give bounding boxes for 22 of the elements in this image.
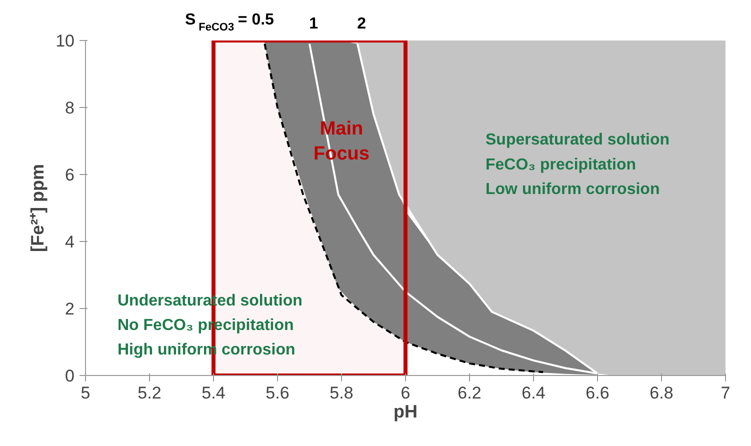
annotation: Supersaturated solution FeCO₃ precipitation Low uniform corrosion [486,132,670,198]
x-tick-label: 5.4 [202,384,226,402]
x-tick-label: 5.6 [266,384,290,402]
x-tick-label: 5.2 [138,384,162,402]
x-tick-label: 6.6 [586,384,610,402]
x-axis-title: pH [394,402,418,422]
series-label: 2 [357,15,366,32]
x-tick-label: 7 [720,384,730,402]
y-tick-label: 2 [65,300,75,318]
x-tick-label: 6 [400,384,410,402]
x-tick-label: 6.8 [650,384,674,402]
y-tick-label: 0 [65,366,75,386]
y-tick-label: 6 [65,166,75,184]
x-tick-label: 6.2 [458,384,482,402]
y-axis-title: [Fe²⁺] ppm [28,164,48,252]
y-tick-label: 10 [56,32,75,50]
x-tick-label: 5 [80,384,90,402]
y-tick-label: 8 [65,98,75,118]
x-tick-label: 6.4 [522,384,546,402]
series-label: 1 [309,15,318,32]
x-tick-label: 5.8 [330,384,354,402]
y-tick-label: 4 [65,232,75,252]
